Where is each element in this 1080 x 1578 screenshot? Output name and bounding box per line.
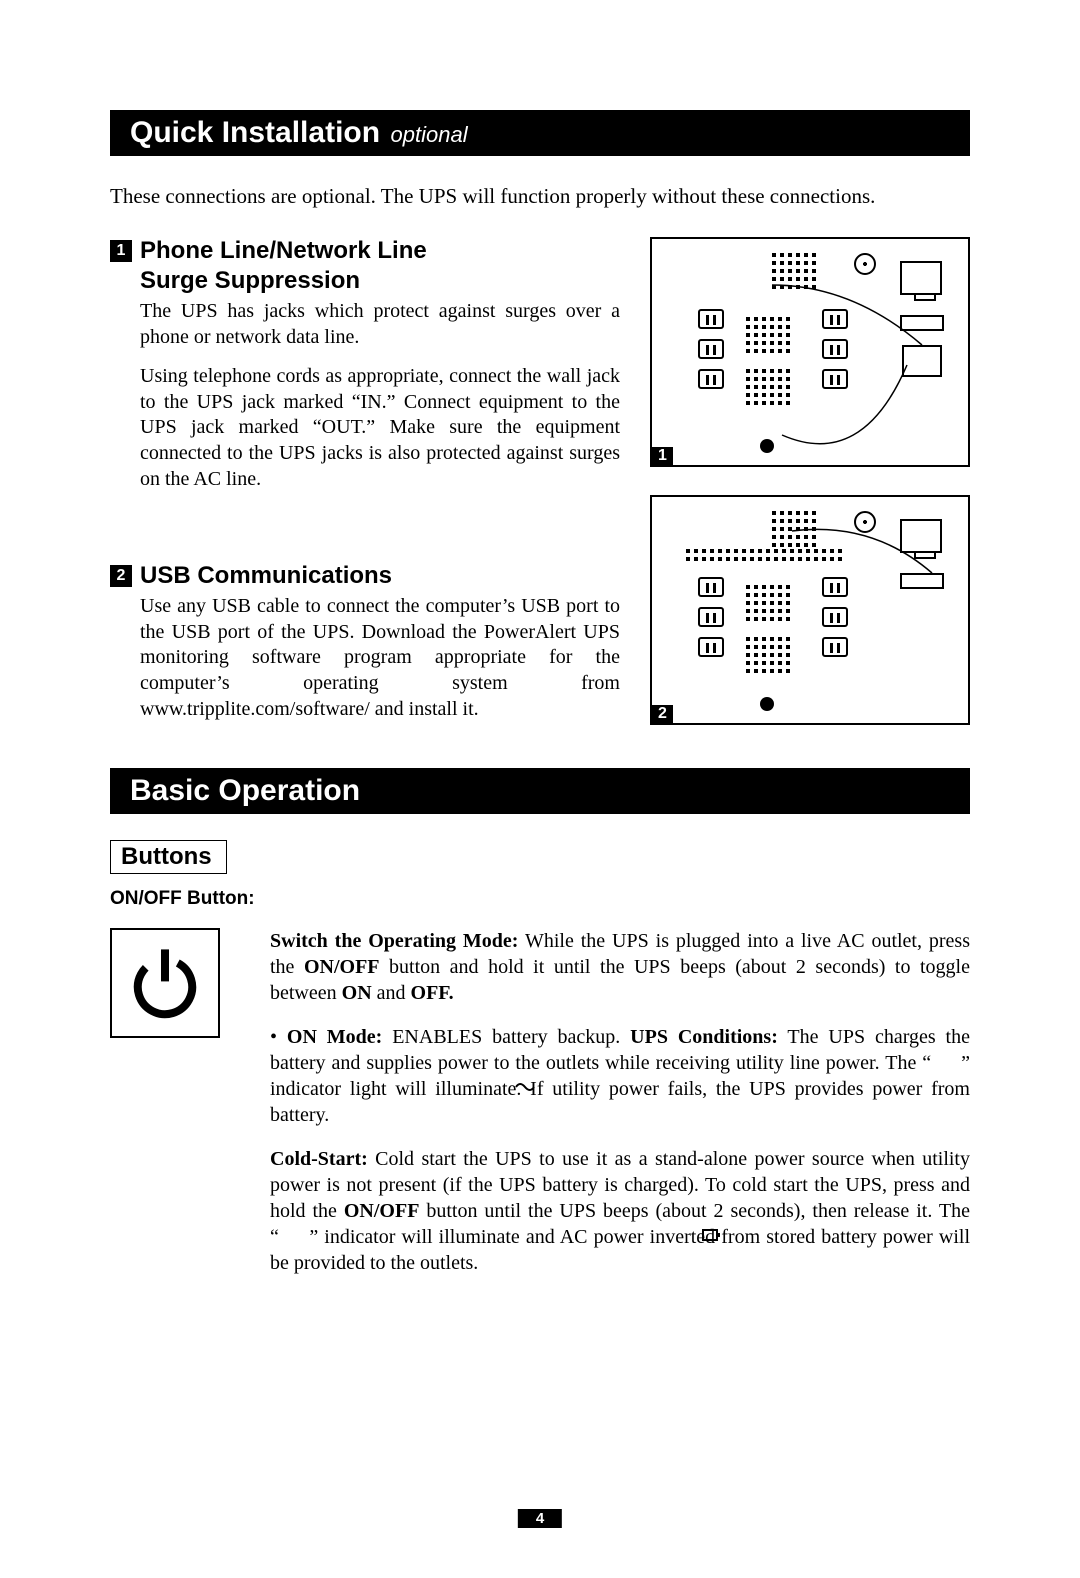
button-description-row: Switch the Operating Mode: While the UPS… xyxy=(110,928,970,1294)
step2-heading: 2 USB Communications xyxy=(110,562,620,590)
section-header-quick-install: Quick Installation optional xyxy=(110,110,970,156)
operation-text: Switch the Operating Mode: While the UPS… xyxy=(270,928,970,1294)
onoff-title: ON/OFF Button: xyxy=(110,888,970,910)
dot-icon xyxy=(760,697,774,711)
section-header-basic-op: Basic Operation xyxy=(110,768,970,814)
section-title: Quick Installation xyxy=(130,116,380,149)
battery-icon xyxy=(702,1228,722,1242)
step1-heading: 1 Phone Line/Network Line xyxy=(110,237,620,265)
step2-p1: Use any USB cable to connect the compute… xyxy=(110,594,620,722)
check-sine-icon xyxy=(514,1079,536,1095)
diagram-phone-line: 1 xyxy=(650,237,970,467)
step1-p1: The UPS has jacks which protect against … xyxy=(110,299,620,350)
fan-icon xyxy=(854,253,876,275)
step1-heading-line2: Surge Suppression xyxy=(140,267,360,294)
step1-heading-2: Surge Suppression xyxy=(110,267,620,295)
power-icon xyxy=(125,943,205,1023)
power-icon-box xyxy=(110,928,220,1038)
outlet-icon xyxy=(822,637,848,657)
outlet-icon xyxy=(698,577,724,597)
diagram-label: 2 xyxy=(652,705,673,723)
text-column: 1 Phone Line/Network Line Surge Suppress… xyxy=(110,237,620,736)
page-number: 4 xyxy=(518,1509,562,1528)
step-number-box: 2 xyxy=(110,565,132,587)
diagram-label: 1 xyxy=(652,447,673,465)
on-mode-para: • ON Mode: ENABLES battery backup. UPS C… xyxy=(270,1024,970,1128)
cold-start-para: Cold-Start: Cold start the UPS to use it… xyxy=(270,1146,970,1276)
buttons-label: Buttons xyxy=(121,843,212,870)
intro-text: These connections are optional. The UPS … xyxy=(110,184,970,209)
step2-heading-text: USB Communications xyxy=(140,562,392,589)
section-subtitle: optional xyxy=(391,122,468,147)
outlet-icon xyxy=(822,607,848,627)
buttons-subheader: Buttons xyxy=(110,840,227,874)
switch-lead: Switch the Operating Mode: xyxy=(270,930,518,952)
cable-curve-icon xyxy=(712,275,942,455)
step1-heading-line1: Phone Line/Network Line xyxy=(140,237,427,264)
outlet-icon xyxy=(698,637,724,657)
step-number-box: 1 xyxy=(110,240,132,262)
cable-curve-icon xyxy=(782,525,952,595)
section-title: Basic Operation xyxy=(130,774,360,807)
diagram-column: 1 xyxy=(650,237,970,736)
switch-mode-para: Switch the Operating Mode: While the UPS… xyxy=(270,928,970,1006)
outlet-icon xyxy=(698,607,724,627)
diagram-usb: 2 xyxy=(650,495,970,725)
step1-p2: Using telephone cords as appropriate, co… xyxy=(110,364,620,492)
content-columns: 1 Phone Line/Network Line Surge Suppress… xyxy=(110,237,970,736)
